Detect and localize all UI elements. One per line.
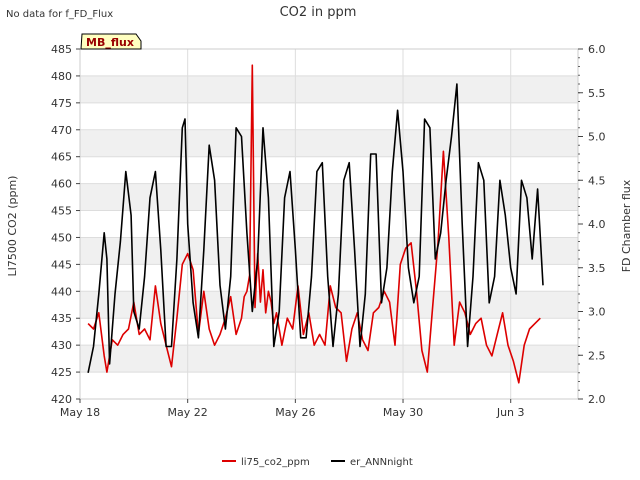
- band: [80, 318, 578, 346]
- x-tick-label: May 26: [275, 406, 315, 419]
- right-axis-ticks: 2.0 2.5 3.0 3.5 4.0 4.5 5.0 5.5 6.0: [578, 43, 606, 406]
- band: [80, 75, 578, 103]
- y-tick-label-left: 460: [51, 178, 72, 191]
- y-tick-label-left: 430: [51, 339, 72, 352]
- y-tick-label-right: 2.5: [588, 349, 606, 362]
- band: [80, 345, 578, 373]
- y-axis-label-right: FD Chamber flux: [620, 179, 633, 272]
- y-tick-label-left: 425: [51, 366, 72, 379]
- y-tick-label-left: 435: [51, 312, 72, 325]
- x-tick-label: May 30: [383, 406, 423, 419]
- legend-label-ann: er_ANNnight: [350, 457, 413, 468]
- left-axis-ticks: 420 425 430 435 440 445 450 455 460 465 470 475 480 4…: [51, 43, 80, 406]
- x-tick-label: May 22: [168, 406, 208, 419]
- y-tick-label-right: 5.5: [588, 87, 606, 100]
- y-tick-label-left: 480: [51, 70, 72, 83]
- band: [80, 372, 578, 399]
- legend-label-li75: li75_co2_ppm: [241, 457, 310, 468]
- y-tick-label-left: 450: [51, 231, 72, 244]
- y-tick-label-left: 445: [51, 258, 72, 271]
- badge-shape: [80, 33, 142, 50]
- y-tick-label-right: 3.5: [588, 262, 606, 275]
- y-tick-label-right: 4.5: [588, 174, 606, 187]
- band: [80, 156, 578, 184]
- y-tick-label-right: 6.0: [588, 43, 606, 56]
- y-tick-label-right: 5.0: [588, 131, 606, 144]
- y-tick-label-left: 485: [51, 43, 72, 56]
- band: [80, 210, 578, 238]
- badge-label: MB_flux: [86, 36, 134, 49]
- plot-bands: [80, 49, 578, 399]
- band: [80, 49, 578, 76]
- y-tick-label-left: 470: [51, 124, 72, 137]
- y-tick-label-right: 2.0: [588, 393, 606, 406]
- x-axis-ticks: May 18 May 22 May 26 May 30 Jun 3: [60, 399, 525, 419]
- y-tick-label-left: 475: [51, 97, 72, 110]
- x-tick-label: May 18: [60, 406, 100, 419]
- y-tick-label-right: 4.0: [588, 218, 606, 231]
- series-line-li75_co2_ppm: [87, 64, 541, 384]
- band: [80, 183, 578, 211]
- band: [80, 237, 578, 265]
- mb-flux-badge: MB_flux: [80, 33, 142, 50]
- x-tick-label: Jun 3: [496, 406, 525, 419]
- y-tick-label-left: 455: [51, 205, 72, 218]
- y-tick-label-left: 465: [51, 151, 72, 164]
- band: [80, 129, 578, 157]
- y-axis-label-left: LI7500 CO2 (ppm): [6, 176, 19, 277]
- series-lines: [87, 64, 544, 384]
- y-tick-label-left: 440: [51, 285, 72, 298]
- legend: li75_co2_ppm er_ANNnight: [222, 457, 413, 468]
- series-line-er_ANNnight: [87, 83, 544, 373]
- y-tick-label-left: 420: [51, 393, 72, 406]
- chart-title: CO2 in ppm: [280, 5, 357, 20]
- no-data-note: No data for f_FD_Flux: [6, 9, 113, 20]
- y-tick-label-right: 3.0: [588, 306, 606, 319]
- band: [80, 102, 578, 130]
